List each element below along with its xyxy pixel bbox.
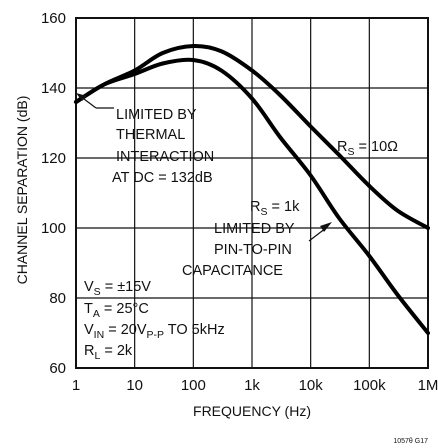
x-tick-label: 1M — [418, 377, 438, 394]
rs10-sub: S — [347, 146, 354, 158]
figure-code: 1057θ G17 — [393, 438, 428, 445]
cond-ta-t: T — [84, 301, 93, 317]
cond-vin-pp: P-P — [147, 329, 165, 341]
x-axis-title: FREQUENCY (Hz) — [193, 403, 311, 419]
cond-rl-val: = 2k — [100, 343, 133, 359]
rs1k-sub: S — [260, 206, 267, 218]
y-axis-title: CHANNEL SEPARATION (dB) — [14, 96, 30, 285]
svg-text:RS = 1k: RS = 1k — [250, 199, 300, 218]
annotation-rs-1k: RS = 1k — [250, 199, 300, 218]
svg-text:TA = 25°C: TA = 25°C — [84, 301, 149, 320]
y-tick-label: 80 — [49, 290, 66, 307]
annotation-rs-10: RS = 10Ω — [337, 139, 398, 158]
cond-rl-r: R — [84, 343, 94, 359]
x-tick-label: 1k — [244, 377, 260, 394]
cond-ta-val: = 25°C — [100, 301, 149, 317]
y-tick-label: 140 — [41, 80, 66, 97]
cond-rl-sub: L — [94, 350, 100, 362]
label-at-dc: AT DC = 132dB — [112, 170, 213, 186]
plot-frame — [75, 17, 429, 369]
label-limited-by-1: LIMITED BY — [116, 107, 197, 123]
curve-rs-1k — [74, 57, 430, 335]
annotation-pin-to-pin: LIMITED BY PIN-TO-PIN CAPACITANCE — [182, 221, 332, 279]
y-tick-label: 160 — [41, 10, 66, 27]
cond-vs-sub: S — [94, 286, 101, 298]
x-tick-label: 1 — [72, 377, 80, 394]
x-tick-label: 100k — [353, 377, 386, 394]
x-tick-label: 10k — [299, 377, 324, 394]
cond-vs-val: = ±15V — [101, 279, 152, 295]
svg-text:VIN = 20VP-P TO 5kHz: VIN = 20VP-P TO 5kHz — [84, 322, 225, 341]
rs10-val: = 10Ω — [355, 139, 399, 155]
rs1k-r: R — [250, 199, 260, 215]
rs10-r: R — [337, 139, 347, 155]
label-limited-by-2: LIMITED BY — [214, 221, 295, 237]
tick-labels: 1 10 100 1k 10k 100k 1M 60 80 100 120 140 160 — [41, 10, 438, 394]
label-pin-to-pin: PIN-TO-PIN — [214, 242, 292, 258]
y-tick-label: 100 — [41, 220, 66, 237]
rs1k-val: = 1k — [268, 199, 301, 215]
conditions-block: VS = ±15V TA = 25°C VIN = 20VP-P TO 5kHz… — [84, 279, 225, 362]
x-tick-label: 10 — [126, 377, 143, 394]
cond-ta-sub: A — [93, 308, 100, 320]
curves-layer — [74, 43, 430, 335]
x-tick-label: 100 — [181, 377, 206, 394]
annotation-thermal: LIMITED BY THERMAL INTERACTION AT DC = 1… — [76, 93, 214, 186]
label-interaction: INTERACTION — [116, 149, 214, 165]
svg-text:VS = ±15V: VS = ±15V — [84, 279, 151, 298]
label-thermal: THERMAL — [116, 127, 185, 143]
svg-text:RL = 2k: RL = 2k — [84, 343, 133, 362]
cond-vin-val: = 20V — [104, 322, 147, 338]
y-tick-label: 60 — [49, 360, 66, 377]
curve-rs-10 — [74, 43, 430, 230]
svg-text:RS = 10Ω: RS = 10Ω — [337, 139, 398, 158]
label-capacitance: CAPACITANCE — [182, 263, 283, 279]
cond-vin-tail: TO 5kHz — [164, 322, 225, 338]
cond-vin-v: V — [84, 322, 94, 338]
y-tick-label: 120 — [41, 150, 66, 167]
cond-vin-sub: IN — [94, 329, 105, 341]
grid-lines — [76, 18, 428, 368]
cond-vs-v: V — [84, 279, 94, 295]
